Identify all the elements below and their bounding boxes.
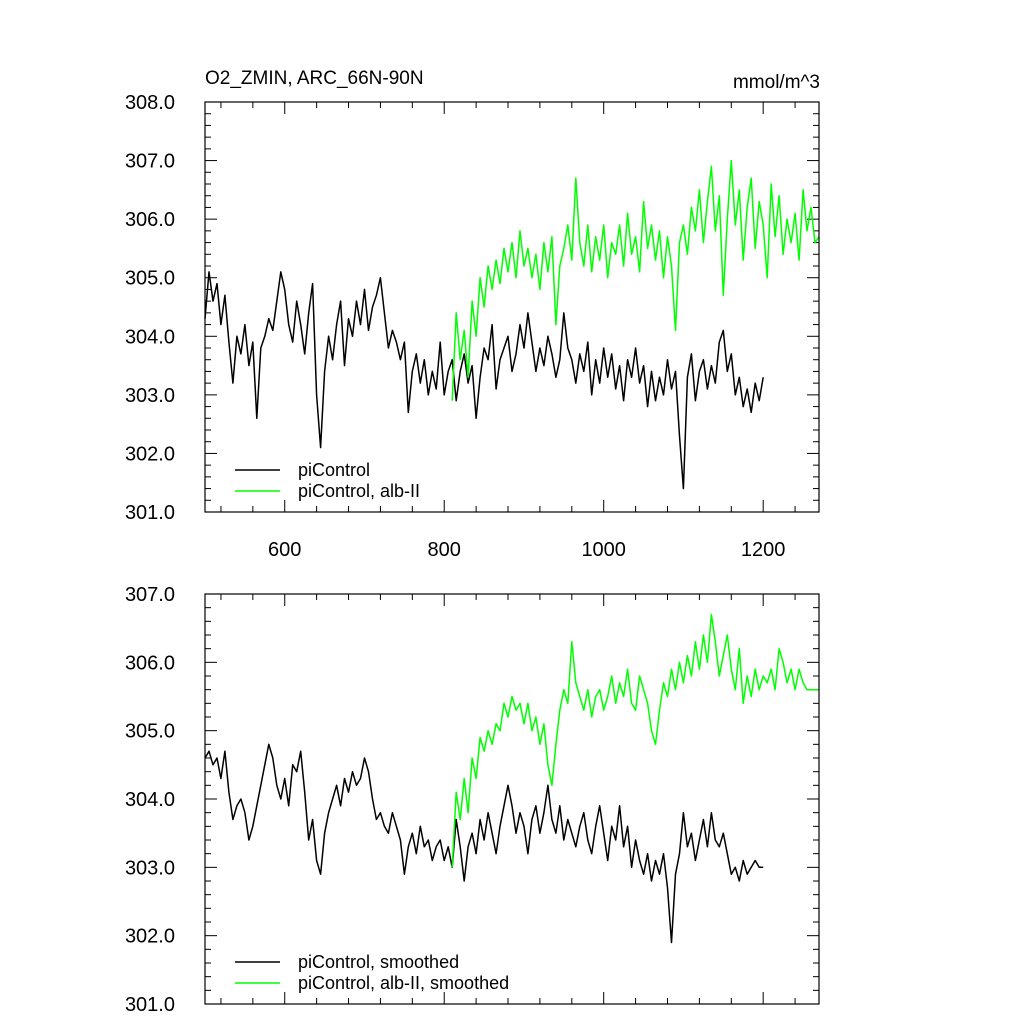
y-tick-label: 304.0	[125, 789, 175, 811]
y-tick-label: 306.0	[125, 209, 175, 231]
bottom-plot-frame	[205, 594, 819, 1004]
bottom-axis-ticks	[205, 594, 819, 1004]
legend-label-picontrol-smoothed: piControl, smoothed	[298, 952, 459, 972]
y-tick-label: 303.0	[125, 857, 175, 879]
y-tick-label: 307.0	[125, 151, 175, 173]
y-tick-label: 303.0	[125, 385, 175, 407]
series-line-picontrol-alb-ii	[452, 161, 819, 401]
top-y-tick-labels: 301.0 302.0 303.0 304.0 305.0 306.0 307.…	[125, 92, 175, 524]
series-line-picontrol-smoothed	[205, 744, 763, 942]
y-tick-label: 306.0	[125, 652, 175, 674]
top-series-group	[205, 161, 819, 489]
legend-label-alb-ii: piControl, alb-II	[298, 481, 420, 501]
y-tick-label: 304.0	[125, 326, 175, 348]
top-legend: piControl piControl, alb-II	[235, 460, 420, 501]
legend-label-alb-ii-smoothed: piControl, alb-II, smoothed	[298, 973, 509, 993]
y-tick-label: 302.0	[125, 926, 175, 948]
figure: O2_ZMIN, ARC_66N-90N mmol/m^3 301.0 302.…	[0, 0, 1024, 1024]
y-tick-label: 305.0	[125, 721, 175, 743]
y-tick-label: 301.0	[125, 994, 175, 1016]
x-tick-label: 1200	[741, 539, 786, 561]
bottom-series-group	[205, 615, 819, 943]
chart-title: O2_ZMIN, ARC_66N-90N	[205, 68, 424, 89]
legend-label-picontrol: piControl	[298, 460, 370, 480]
top-panel: O2_ZMIN, ARC_66N-90N mmol/m^3 301.0 302.…	[125, 68, 820, 561]
y-tick-label: 305.0	[125, 268, 175, 290]
bottom-panel: 301.0 302.0 303.0 304.0 305.0 306.0 307.…	[125, 584, 819, 1016]
x-tick-label: 600	[268, 539, 301, 561]
bottom-y-tick-labels: 301.0 302.0 303.0 304.0 305.0 306.0 307.…	[125, 584, 175, 1016]
y-tick-label: 308.0	[125, 92, 175, 114]
y-tick-label: 307.0	[125, 584, 175, 606]
units-label: mmol/m^3	[733, 72, 820, 93]
top-x-tick-labels: 600 800 1000 1200	[268, 539, 785, 561]
bottom-legend: piControl, smoothed piControl, alb-II, s…	[235, 952, 509, 993]
series-line-picontrol-alb-ii-smoothed	[452, 615, 819, 868]
x-tick-label: 1000	[581, 539, 626, 561]
y-tick-label: 302.0	[125, 443, 175, 465]
x-tick-label: 800	[428, 539, 461, 561]
y-tick-label: 301.0	[125, 502, 175, 524]
